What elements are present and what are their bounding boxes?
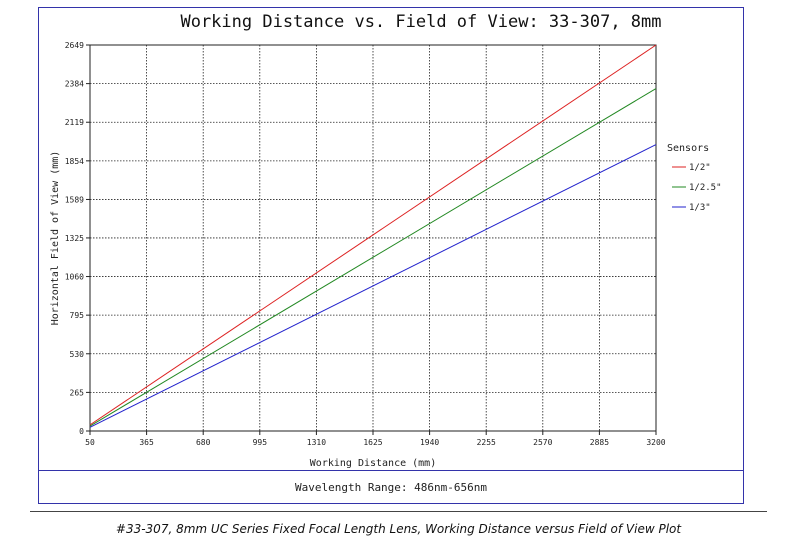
x-tick-label: 1310 [307,438,326,447]
wavelength-note: Wavelength Range: 486nm-656nm [294,481,488,494]
y-tick-label: 795 [70,311,85,320]
y-axis-label: Horizontal Field of View (mm) [50,151,61,326]
figure-caption: #33-307, 8mm UC Series Fixed Focal Lengt… [115,522,682,536]
y-tick-label: 265 [70,388,85,397]
legend-title: Sensors [667,143,709,154]
y-tick-label: 2649 [65,41,84,50]
y-tick-label: 530 [70,350,85,359]
y-tick-label: 0 [79,427,84,436]
series-line [89,144,657,428]
y-tick-label: 1854 [65,157,84,166]
x-tick-label: 365 [139,438,154,447]
x-tick-label: 2255 [477,438,496,447]
chart-title: Working Distance vs. Field of View: 33-3… [180,12,661,32]
y-tick-label: 1589 [65,195,84,204]
x-tick-label: 50 [85,438,95,447]
series-line [89,88,657,427]
x-tick-label: 3200 [646,438,665,447]
x-tick-label: 1625 [363,438,382,447]
x-tick-label: 2885 [590,438,609,447]
footer-divider [38,470,744,471]
line-chart: Working Distance vs. Field of View: 33-3… [50,12,722,469]
legend-label: 1/2" [689,163,711,173]
x-tick-label: 995 [253,438,268,447]
legend-label: 1/2.5" [689,183,722,193]
y-tick-label: 1325 [65,234,84,243]
chart-frame [38,7,744,504]
x-tick-label: 680 [196,438,211,447]
y-tick-label: 1060 [65,273,84,282]
legend-label: 1/3" [689,203,711,213]
x-axis-label: Working Distance (mm) [310,458,436,469]
y-tick-label: 2119 [65,118,84,127]
series-line [89,44,657,426]
caption-rule [30,511,767,512]
x-tick-label: 2570 [533,438,552,447]
y-tick-label: 2384 [65,80,84,89]
x-tick-label: 1940 [420,438,439,447]
